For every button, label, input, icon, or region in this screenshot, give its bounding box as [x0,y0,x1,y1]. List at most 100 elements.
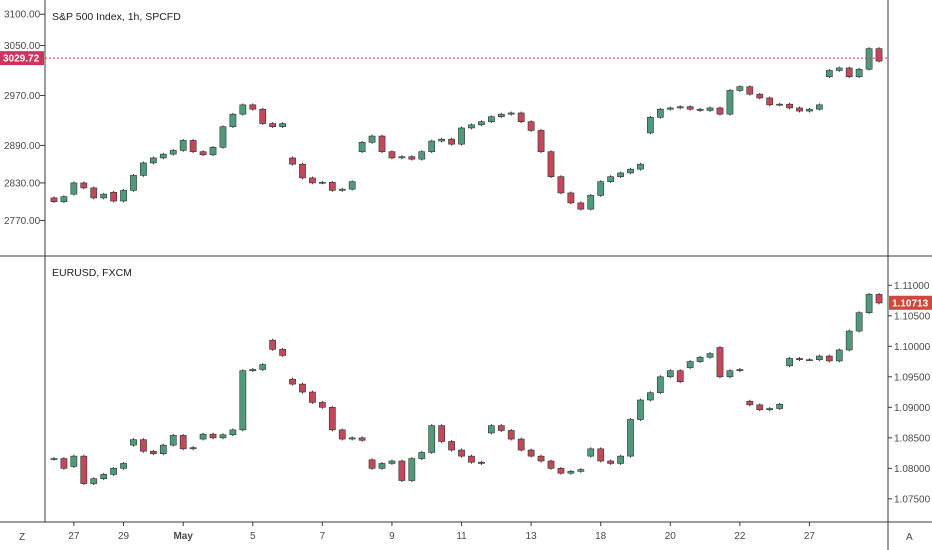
candle-body-up [865,294,873,314]
candle-body-up [806,108,813,112]
candle-body-down [80,455,88,484]
candle-body-down [209,433,217,439]
candle [179,433,187,451]
eurusd-y-axis[interactable]: 1.11000 1.10500 1.10000 1.09500 1.09000 1.085… [888,281,931,506]
y-tick-label: 1.08500 [894,433,931,444]
candle [140,161,147,177]
candle-body-down [269,123,277,127]
candle [289,377,296,386]
candle-body-up [816,104,823,110]
candle-body-up [338,188,346,191]
candle-body-up [567,471,575,474]
candle-body-down [547,151,555,177]
candle [368,134,376,144]
candle [318,180,326,185]
candle [865,47,873,71]
candle [378,134,386,154]
candle [438,424,446,443]
candle [468,123,475,130]
candle-body-down [676,370,684,382]
candle-body-down [309,177,316,184]
zoom-corner-button[interactable]: Z [0,524,44,550]
candle-body-up [637,163,644,170]
candle-body-down [746,86,754,95]
candle [179,139,187,152]
candle [458,126,465,146]
y-tick-label: 3050.00 [4,41,41,52]
candle [766,407,774,412]
candle [229,112,237,129]
candle [497,424,505,432]
candle-body-up [60,196,68,202]
x-tick-label: 22 [734,531,746,542]
candle-body-down [577,202,585,210]
candle [318,400,326,409]
spx-candles [50,47,883,211]
candle-body-down [50,197,58,202]
candle-body-up [70,455,78,467]
candle-body-up [656,108,664,118]
candle-body-up [726,370,734,378]
time-axis[interactable]: 27 29 May 5 7 9 11 13 18 20 22 27 [68,522,815,542]
candle [517,437,525,452]
candle [120,462,127,470]
candle-body-up [776,103,784,106]
candle-body-down [299,383,306,393]
eurusd-pane[interactable]: EURUSD, FXCM [50,267,883,486]
candle-body-up [438,138,446,142]
candle-body-up [676,106,684,109]
candle [338,428,346,441]
x-tick-label: 9 [389,531,395,542]
candle [835,66,843,72]
candle [537,129,545,154]
candle-body-down [289,157,296,165]
candle [647,115,654,135]
candle [816,103,823,111]
candle [418,451,426,460]
candle [209,432,217,440]
candle [328,405,336,432]
candle-body-up [487,425,495,434]
candle-body-up [468,124,475,129]
candle [398,459,406,482]
candle [328,180,336,192]
candle [348,180,356,191]
candle-body-down [786,103,793,109]
spx-pane[interactable]: S&P 500 Index, 1h, SPCFD [45,11,888,211]
candle-body-up [90,478,98,484]
candle-body-down [607,460,615,464]
candle [527,120,535,132]
y-tick-label: 1.09500 [894,372,931,383]
candle [736,368,744,373]
candle-body-up [239,370,247,431]
candle-body-up [855,68,863,78]
candle-body-up [845,330,853,351]
candle [746,85,754,96]
candle [587,194,595,211]
candle-body-down [756,93,764,99]
candle [358,140,366,154]
candle-body-up [865,48,873,70]
candle [776,102,784,107]
candle [676,105,684,110]
candle [448,137,455,146]
candle [577,468,585,473]
candle [517,111,525,124]
candle [627,167,634,175]
candle [189,139,197,154]
spx-y-axis[interactable]: 3100.00 3050.00 2970.00 2890.00 2830.00 2770.… [4,10,45,227]
candle-body-down [478,461,485,464]
candle-body-down [309,391,316,403]
candle [806,358,813,362]
candle-body-down [527,121,535,131]
candle-body-up [229,113,237,127]
candle [766,96,774,107]
candle [388,459,396,465]
candle [378,462,386,470]
auto-scale-corner-button[interactable]: A [890,524,932,550]
candle [796,106,803,113]
candle-body-up [100,193,108,199]
candle [726,369,734,379]
